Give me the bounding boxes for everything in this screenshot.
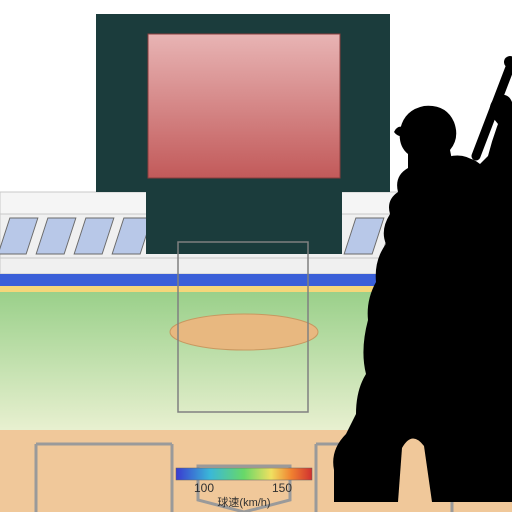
chart-svg: 100 150 球速(km/h) (0, 0, 512, 512)
speed-colorbar (176, 468, 312, 480)
svg-text:150: 150 (272, 481, 292, 495)
scoreboard-base (146, 192, 342, 254)
scoreboard-screen (148, 34, 340, 178)
pitch-chart-canvas: 100 150 球速(km/h) (0, 0, 512, 512)
speed-axis-label: 球速(km/h) (217, 495, 270, 509)
pitchers-mound (170, 314, 318, 350)
svg-text:100: 100 (194, 481, 214, 495)
